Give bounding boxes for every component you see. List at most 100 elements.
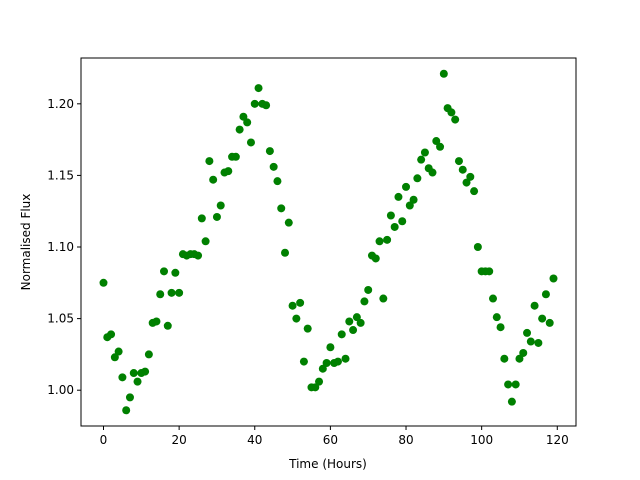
data-point <box>265 147 274 156</box>
data-point <box>530 301 539 310</box>
data-point <box>273 177 282 186</box>
data-point <box>311 383 320 392</box>
x-tick-label: 20 <box>171 433 186 447</box>
data-point <box>349 326 358 335</box>
data-point <box>398 217 407 226</box>
data-point <box>541 290 550 299</box>
y-tick-label: 1.05 <box>47 312 74 326</box>
x-tick-label: 60 <box>323 433 338 447</box>
data-point <box>318 364 327 373</box>
data-point <box>144 350 153 359</box>
data-point <box>390 222 399 231</box>
data-point <box>281 248 290 257</box>
data-point <box>526 337 535 346</box>
data-point <box>379 294 388 303</box>
data-point <box>235 125 244 134</box>
x-tick-label: 80 <box>398 433 413 447</box>
data-point <box>152 317 161 326</box>
data-point <box>405 201 414 210</box>
data-point <box>375 237 384 246</box>
data-point <box>269 162 278 171</box>
data-point <box>315 377 324 386</box>
data-point <box>432 137 441 146</box>
data-point <box>239 112 248 121</box>
data-point <box>356 318 365 327</box>
data-point <box>515 354 524 363</box>
data-point <box>171 268 180 277</box>
data-point <box>394 192 403 201</box>
data-point <box>496 323 505 332</box>
x-tick-label: 120 <box>546 433 569 447</box>
data-point <box>296 298 305 307</box>
data-point <box>212 212 221 221</box>
data-point <box>250 99 259 108</box>
y-axis-label: Normalised Flux <box>19 194 33 291</box>
data-point <box>488 294 497 303</box>
data-point <box>420 148 429 157</box>
data-point <box>118 373 127 382</box>
data-point <box>163 321 172 330</box>
data-point <box>523 328 532 337</box>
data-point <box>201 237 210 246</box>
data-point <box>462 178 471 187</box>
data-point <box>254 84 263 93</box>
data-point <box>288 301 297 310</box>
data-point <box>122 406 131 415</box>
data-point <box>409 195 418 204</box>
data-point <box>299 357 308 366</box>
data-point <box>156 290 165 299</box>
data-point <box>538 314 547 323</box>
data-point <box>458 165 467 174</box>
data-point <box>451 115 460 124</box>
data-point <box>352 313 361 322</box>
data-point <box>160 267 169 276</box>
data-point <box>322 358 331 367</box>
data-point <box>402 182 411 191</box>
data-point <box>492 313 501 322</box>
data-point <box>439 69 448 78</box>
data-point <box>371 254 380 263</box>
data-point <box>413 174 422 183</box>
y-tick-label: 1.10 <box>47 240 74 254</box>
data-point <box>303 324 312 333</box>
y-tick-label: 1.00 <box>47 383 74 397</box>
data-point <box>277 204 286 213</box>
data-point <box>262 101 271 110</box>
data-point <box>205 157 214 166</box>
data-point <box>224 167 233 176</box>
data-point <box>175 288 184 297</box>
data-point <box>485 267 494 276</box>
data-point <box>216 201 225 210</box>
data-point <box>386 211 395 220</box>
data-point <box>125 393 134 402</box>
data-point <box>341 354 350 363</box>
data-point <box>545 318 554 327</box>
data-point <box>507 397 516 406</box>
data-point <box>436 142 445 151</box>
data-point <box>326 343 335 352</box>
data-point <box>428 168 437 177</box>
data-point <box>292 314 301 323</box>
y-tick-label: 1.15 <box>47 168 74 182</box>
data-point <box>383 235 392 244</box>
data-point <box>243 118 252 127</box>
x-tick-label: 0 <box>100 433 108 447</box>
data-point <box>129 369 138 378</box>
data-point <box>345 317 354 326</box>
data-point <box>473 243 482 252</box>
data-point <box>360 297 369 306</box>
data-point <box>114 347 123 356</box>
data-point <box>133 377 142 386</box>
data-point <box>417 155 426 164</box>
data-point <box>99 278 108 287</box>
data-point <box>447 108 456 117</box>
x-axis-label: Time (Hours) <box>288 457 367 471</box>
data-point <box>167 288 176 297</box>
data-point <box>284 218 293 227</box>
data-point <box>534 338 543 347</box>
x-tick-label: 40 <box>247 433 262 447</box>
data-point <box>454 157 463 166</box>
data-point <box>500 354 509 363</box>
data-point <box>337 330 346 339</box>
